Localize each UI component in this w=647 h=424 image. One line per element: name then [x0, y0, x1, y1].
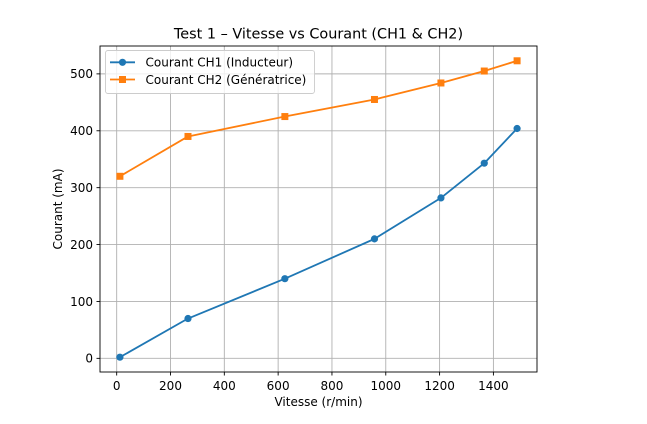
x-tick-label: 600 — [267, 379, 290, 393]
x-axis-label: Vitesse (r/min) — [274, 395, 362, 409]
x-tick-label: 400 — [213, 379, 236, 393]
x-tick-label: 1200 — [424, 379, 455, 393]
legend-label-ch2: Courant CH2 (Génératrice) — [146, 73, 307, 87]
data-point-ch2 — [513, 57, 521, 65]
y-tick-label: 0 — [85, 352, 93, 366]
data-point-ch1 — [480, 159, 488, 167]
legend-entry-ch2: Courant CH2 (Génératrice) — [110, 73, 306, 87]
data-point-ch1 — [116, 353, 124, 361]
axes-frame — [99, 45, 538, 373]
y-tick-label: 200 — [70, 238, 93, 252]
x-tick-label: 0 — [113, 379, 121, 393]
y-tick-label: 400 — [70, 124, 93, 138]
x-tick-label: 800 — [321, 379, 344, 393]
y-axis-label: Courant (mA) — [51, 169, 65, 250]
chart-title: Test 1 – Vitesse vs Courant (CH1 & CH2) — [173, 27, 463, 43]
legend: Courant CH1 (Inducteur) Courant CH2 (Gén… — [105, 50, 315, 94]
data-point-ch2 — [480, 67, 488, 75]
data-point-ch2 — [281, 113, 289, 121]
axis-ticks: 0 200 400 600 800 1000 1200 1400 0 100 200 300 400 50… — [70, 67, 509, 393]
legend-frame — [105, 50, 315, 94]
legend-entry-ch1: Courant CH1 (Inducteur) — [110, 56, 293, 70]
data-point-ch2 — [184, 132, 192, 140]
x-tick-label: 200 — [159, 379, 182, 393]
data-point-ch1 — [184, 314, 192, 323]
data-point-ch1 — [281, 275, 289, 283]
y-tick-label: 500 — [70, 67, 93, 81]
legend-marker-circle — [118, 58, 127, 66]
data-point-ch1 — [513, 124, 521, 133]
data-point-ch2 — [437, 79, 445, 87]
data-point-ch2 — [370, 95, 378, 103]
x-tick-label: 1000 — [370, 379, 401, 393]
y-tick-label: 100 — [70, 295, 93, 309]
legend-label-ch1: Courant CH1 (Inducteur) — [146, 56, 294, 70]
data-point-ch1 — [370, 235, 379, 243]
legend-marker-square — [119, 76, 126, 83]
grid — [100, 46, 537, 372]
data-point-ch2 — [116, 172, 124, 180]
plot-series — [116, 57, 521, 361]
data-point-ch1 — [437, 194, 445, 202]
x-tick-label: 1400 — [478, 379, 509, 393]
y-tick-label: 300 — [70, 181, 93, 195]
